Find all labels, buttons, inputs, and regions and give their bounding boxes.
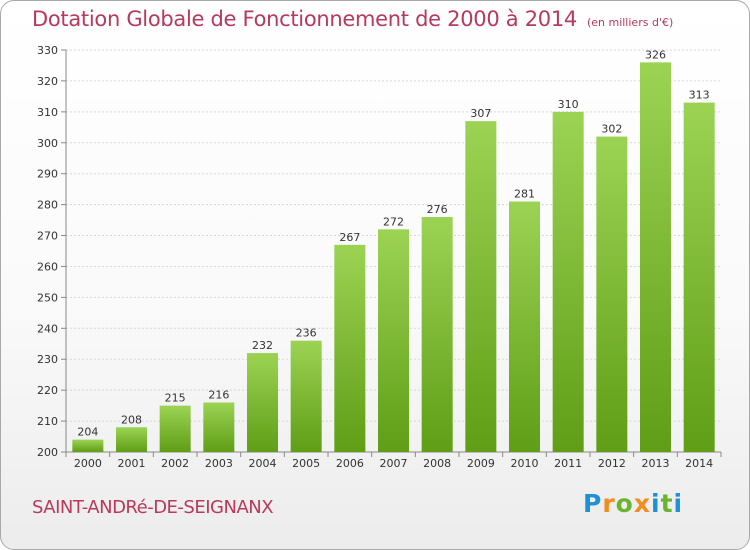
logo-letter: r xyxy=(602,489,616,518)
y-tick-label: 260 xyxy=(37,260,58,273)
y-tick-label: 250 xyxy=(37,291,58,304)
logo-letter: P xyxy=(583,489,603,518)
y-tick-label: 230 xyxy=(37,353,58,366)
y-tick-label: 270 xyxy=(37,230,58,243)
x-tick-label-2003: 2003 xyxy=(205,457,233,470)
x-tick-label-2011: 2011 xyxy=(554,457,582,470)
bar-2001 xyxy=(116,427,147,452)
value-label-2005: 236 xyxy=(296,327,317,340)
y-tick-label: 310 xyxy=(37,106,58,119)
bar-2002 xyxy=(159,405,191,452)
x-tick-label-2010: 2010 xyxy=(511,457,539,470)
bars xyxy=(72,62,715,453)
y-tick-label: 330 xyxy=(37,44,58,57)
value-label-2002: 215 xyxy=(165,392,186,405)
commune-name: SAINT-ANDRé-DE-SEIGNANX xyxy=(32,497,274,518)
x-tick-label-2004: 2004 xyxy=(249,457,277,470)
chart-title: Dotation Globale de Fonctionnement de 20… xyxy=(32,7,673,31)
bar-2013 xyxy=(640,62,671,452)
x-tick-label-2007: 2007 xyxy=(380,457,408,470)
value-label-2006: 267 xyxy=(339,231,360,244)
title-unit: (en milliers d'€) xyxy=(586,16,674,29)
bar-2006 xyxy=(334,244,366,452)
value-label-2012: 302 xyxy=(601,123,622,136)
value-label-2011: 310 xyxy=(558,98,579,111)
x-tick-label-2013: 2013 xyxy=(642,457,670,470)
value-label-2007: 272 xyxy=(383,215,404,228)
x-tick-label-2000: 2000 xyxy=(74,457,102,470)
title-text: Dotation Globale de Fonctionnement de 20… xyxy=(32,7,577,31)
value-label-2001: 208 xyxy=(121,413,142,426)
value-label-2009: 307 xyxy=(470,107,491,120)
axes: 200 210 220 230 240 250 260 270 280 290 300 310 320 3… xyxy=(37,44,722,470)
value-label-2008: 276 xyxy=(427,203,448,216)
x-tick-label-2006: 2006 xyxy=(336,457,364,470)
bar-2003 xyxy=(203,402,235,452)
x-tick-label-2012: 2012 xyxy=(598,457,626,470)
logo-letter: o xyxy=(615,489,634,518)
value-labels: 204 208 215 216 232 236 267 272 276 307 281 310 302 3… xyxy=(77,48,709,438)
logo-letter: x xyxy=(633,489,651,518)
x-tick-label-2014: 2014 xyxy=(685,457,713,470)
value-label-2000: 204 xyxy=(77,426,98,439)
y-tick-label: 300 xyxy=(37,137,58,150)
value-label-2013: 326 xyxy=(645,48,666,61)
x-tick-label-2008: 2008 xyxy=(423,457,451,470)
bar-2007 xyxy=(378,229,409,452)
y-tick-label: 220 xyxy=(37,384,58,397)
x-tick-label-2002: 2002 xyxy=(161,457,189,470)
x-tick-label-2001: 2001 xyxy=(118,457,146,470)
x-tick-label-2005: 2005 xyxy=(292,457,320,470)
y-tick-label: 290 xyxy=(37,168,58,181)
bar-2012 xyxy=(596,136,628,453)
bar-2000 xyxy=(72,439,104,452)
bar-2014 xyxy=(683,102,715,453)
y-tick-label: 240 xyxy=(37,322,58,335)
y-tick-label: 280 xyxy=(37,199,58,212)
logo-letter: i xyxy=(673,489,684,518)
value-label-2014: 313 xyxy=(689,89,710,102)
bar-2009 xyxy=(465,121,497,452)
value-label-2003: 216 xyxy=(208,389,229,402)
value-label-2004: 232 xyxy=(252,339,273,352)
bar-2011 xyxy=(552,111,584,452)
value-label-2010: 281 xyxy=(514,188,535,201)
x-tick-label-2009: 2009 xyxy=(467,457,495,470)
bar-2005 xyxy=(290,340,322,452)
bar-2004 xyxy=(247,353,278,452)
logo-letter: t xyxy=(660,489,674,518)
y-tick-label: 200 xyxy=(37,446,58,459)
bar-2008 xyxy=(421,216,453,452)
logo-letter: i xyxy=(651,489,661,518)
y-tick-label: 320 xyxy=(37,75,58,88)
bar-2010 xyxy=(509,201,540,452)
y-tick-label: 210 xyxy=(37,415,58,428)
proxiti-logo: Proxiti xyxy=(583,489,683,518)
